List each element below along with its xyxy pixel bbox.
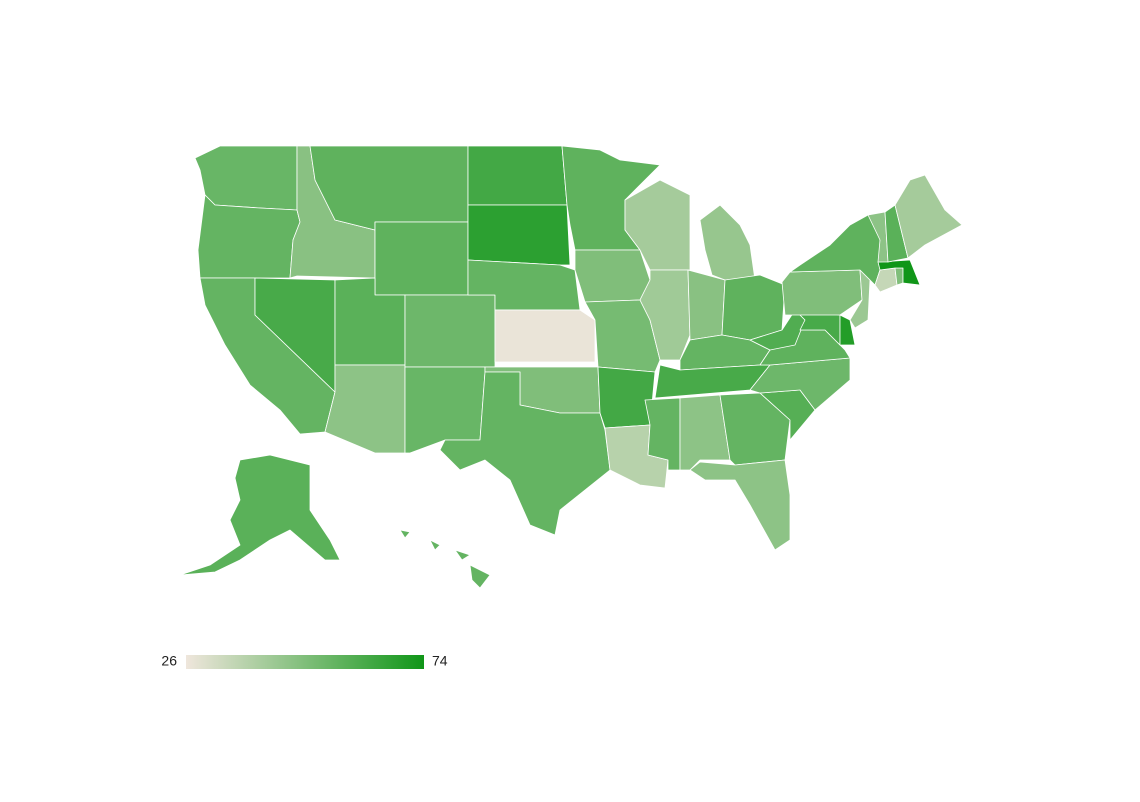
legend-max-label: 74	[432, 653, 448, 669]
state	[374, 221, 469, 296]
state	[699, 204, 756, 281]
states	[179, 145, 963, 589]
state	[574, 249, 651, 303]
state	[687, 269, 726, 341]
legend-min-label: 26	[161, 653, 177, 669]
state	[781, 269, 863, 316]
state	[867, 211, 889, 263]
state	[309, 145, 469, 231]
state	[494, 309, 596, 363]
legend-gradient	[186, 655, 424, 669]
state	[179, 454, 341, 576]
state	[894, 174, 963, 259]
state	[689, 459, 791, 551]
state	[877, 259, 921, 286]
state	[721, 274, 786, 341]
state	[839, 314, 856, 346]
state	[597, 366, 656, 429]
state	[324, 364, 406, 454]
state	[467, 145, 568, 206]
legend: 26 74	[161, 653, 448, 669]
state	[439, 371, 611, 536]
state	[749, 357, 851, 411]
state	[399, 529, 491, 589]
state	[467, 204, 571, 266]
state	[404, 294, 496, 368]
